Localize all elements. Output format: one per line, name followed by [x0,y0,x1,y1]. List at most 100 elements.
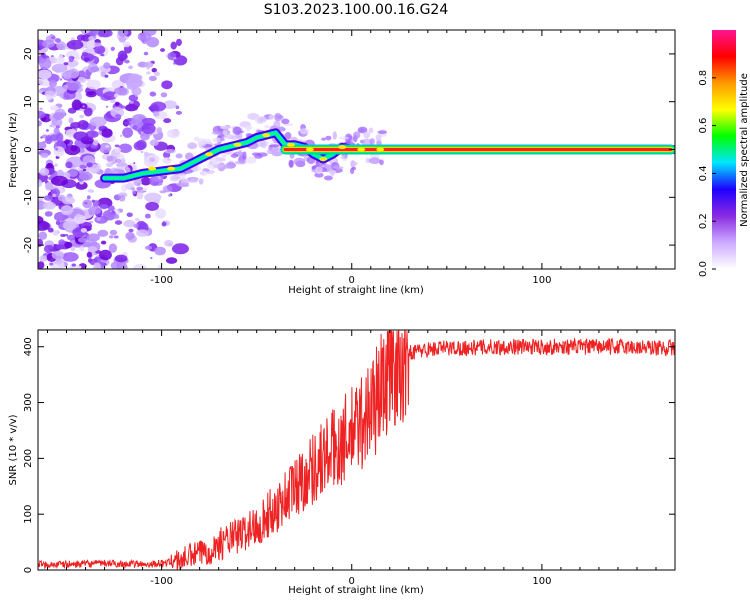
spectral-halo-blob [238,150,243,155]
spectral-noise-blob [125,231,135,240]
spectral-noise-blob [86,195,91,200]
spectral-noise-blob [106,105,109,108]
spectral-noise-blob [66,234,76,241]
x-tick-label: -100 [150,576,173,587]
spectral-noise-blob [39,107,43,110]
spectral-noise-blob [53,112,65,121]
spectral-noise-blob [68,68,80,79]
spectral-noise-blob [146,67,150,70]
spectral-noise-blob [45,94,52,101]
colorbar-tick-label: 0.2 [698,213,709,229]
spectral-noise-blob [142,30,157,37]
spectral-halo-blob [321,137,326,141]
x-tick-label: -100 [150,275,173,286]
spectral-noise-blob [118,143,133,153]
spectral-noise-blob [113,235,119,239]
spectral-noise-blob [75,181,88,190]
y-tick-label: 20 [23,48,34,61]
spectral-hotspot [148,166,157,171]
spectral-noise-blob [59,78,63,81]
spectral-halo-blob [152,181,163,186]
spectral-halo-blob [293,157,306,166]
spectral-noise-blob [49,79,57,88]
spectral-noise-blob [51,250,65,260]
spectral-noise-blob [133,162,136,165]
y-tick-label: 0 [23,567,34,573]
spectral-hotspot [205,152,214,157]
spectral-noise-blob [53,127,60,135]
spectral-noise-blob [114,93,119,98]
spectral-noise-blob [60,205,73,216]
spectral-noise-blob [122,41,131,48]
spectral-halo-blob [279,126,285,132]
snr-x-ticks: -100 0 100 [47,330,676,587]
spectral-hotspot [233,142,242,147]
spectral-noise-blob [88,36,95,41]
spectral-noise-blob [128,65,133,70]
spectral-halo-blob [311,169,318,173]
spectral-hotspot [305,147,314,152]
spectral-halo-blob [131,189,137,195]
spectral-noise-blob [43,244,55,253]
spectral-noise-blob [40,53,47,58]
spectral-noise-blob [151,68,157,73]
spectral-noise-blob [56,169,64,178]
spectral-noise-blob [52,230,59,237]
spectral-noise-blob [42,201,56,210]
spectral-hotspot [376,147,385,152]
spectral-noise-blob [66,59,79,68]
spectral-noise-blob [170,41,177,50]
spectral-noise-blob [171,243,189,255]
spectral-noise-blob [114,114,122,118]
spectral-noise-blob [55,147,59,151]
spectral-halo-blob [176,182,188,187]
spectral-noise-blob [60,233,65,237]
spectral-halo-blob [357,126,368,134]
spectral-halo-blob [115,163,128,167]
spectral-noise-blob [52,193,57,198]
spectral-noise-blob [173,61,176,65]
spectral-noise-blob [68,55,75,63]
spectral-halo-blob [125,182,135,190]
spectral-noise-blob [164,239,174,247]
spectral-halo-blob [379,159,384,166]
spectral-noise-blob [162,100,177,110]
spectral-noise-blob [150,256,153,260]
spectral-noise-blob [99,204,109,210]
spectral-noise-blob [165,257,178,264]
spectral-noise-blob [38,110,46,119]
spectrogram-y-label: Frequency (Hz) [8,112,19,188]
spectral-noise-blob [117,50,128,62]
spectral-noise-blob [82,169,87,172]
spectral-noise-blob [156,127,163,134]
spectral-noise-blob [113,87,128,96]
spectral-noise-blob [38,231,48,240]
spectral-halo-blob [274,112,282,122]
spectral-noise-blob [155,208,167,219]
spectrogram-heatmap [38,30,675,269]
spectral-halo-blob [314,172,324,178]
spectral-noise-blob [123,219,136,228]
x-tick-label: 0 [349,275,355,286]
spectral-halo-blob [189,178,199,182]
colorbar-label: Normalized spectral amplitude [739,73,750,227]
spectral-halo-blob [164,149,177,154]
spectral-noise-blob [110,46,115,51]
spectral-noise-blob [71,263,76,267]
spectral-noise-blob [83,107,93,117]
spectral-noise-blob [54,38,61,43]
spectral-halo-blob [361,138,373,147]
spectral-noise-blob [141,123,156,135]
spectral-noise-blob [44,47,49,51]
snr-series-line [38,330,675,570]
spectral-noise-blob [146,71,151,75]
spectral-noise-blob [50,175,68,186]
spectral-noise-blob [48,163,51,166]
spectral-halo-blob [242,151,247,160]
spectral-noise-blob [58,239,66,246]
spectral-noise-blob [122,127,133,138]
snr-y-label: SNR (10 * v/v) [8,414,19,485]
spectral-halo-blob [363,131,371,139]
spectral-noise-blob [75,213,81,218]
